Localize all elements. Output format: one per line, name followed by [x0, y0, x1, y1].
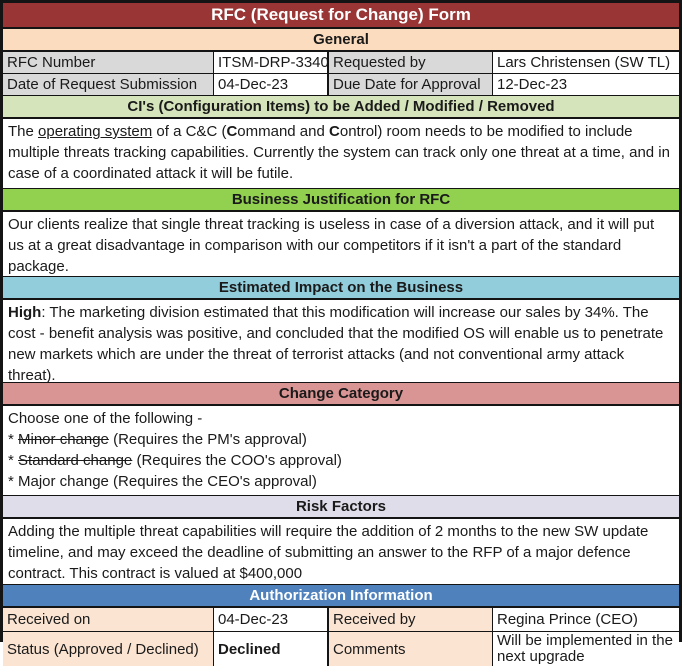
form-title: RFC (Request for Change) Form — [3, 3, 679, 29]
table-row: Date of Request Submission 04-Dec-23 Due… — [3, 74, 679, 95]
impact-body-text[interactable]: High: The marketing division estimated t… — [3, 300, 679, 384]
label-requested-by: Requested by — [329, 52, 493, 73]
justification-body-text[interactable]: Our clients realize that single threat t… — [3, 212, 679, 276]
table-row: Received on 04-Dec-23 Received by Regina… — [3, 608, 679, 632]
ci-body-text[interactable]: The operating system of a C&C (Command a… — [3, 119, 679, 188]
label-status: Status (Approved / Declined) — [3, 632, 214, 666]
table-row: RFC Number ITSM-DRP-3340 Requested by La… — [3, 52, 679, 74]
authorization-table: Received on 04-Dec-23 Received by Regina… — [3, 608, 679, 666]
label-due-date: Due Date for Approval — [329, 74, 493, 95]
category-body-text[interactable]: Choose one of the following - * Minor cha… — [3, 406, 679, 495]
value-received-by[interactable]: Regina Prince (CEO) — [493, 608, 679, 631]
label-rfc-number: RFC Number — [3, 52, 214, 73]
section-header-general: General — [3, 29, 679, 52]
value-received-on[interactable]: 04-Dec-23 — [214, 608, 329, 631]
general-table: RFC Number ITSM-DRP-3340 Requested by La… — [3, 52, 679, 95]
label-date-of-request: Date of Request Submission — [3, 74, 214, 95]
section-header-justification: Business Justification for RFC — [3, 188, 679, 212]
value-rfc-number[interactable]: ITSM-DRP-3340 — [214, 52, 329, 73]
label-comments: Comments — [329, 632, 493, 666]
section-header-impact: Estimated Impact on the Business — [3, 276, 679, 300]
section-header-category: Change Category — [3, 382, 679, 406]
section-header-ci: CI's (Configuration Items) to be Added /… — [3, 95, 679, 119]
value-status[interactable]: Declined — [214, 632, 329, 666]
value-date-of-request[interactable]: 04-Dec-23 — [214, 74, 329, 95]
value-requested-by[interactable]: Lars Christensen (SW TL) — [493, 52, 679, 73]
value-due-date[interactable]: 12-Dec-23 — [493, 74, 679, 95]
label-received-by: Received by — [329, 608, 493, 631]
risk-body-text[interactable]: Adding the multiple threat capabilities … — [3, 519, 679, 584]
label-received-on: Received on — [3, 608, 214, 631]
value-comments[interactable]: Will be implemented in the next upgrade — [493, 632, 679, 666]
section-header-authorization: Authorization Information — [3, 584, 679, 608]
table-row: Status (Approved / Declined) Declined Co… — [3, 632, 679, 666]
section-header-risk: Risk Factors — [3, 495, 679, 519]
